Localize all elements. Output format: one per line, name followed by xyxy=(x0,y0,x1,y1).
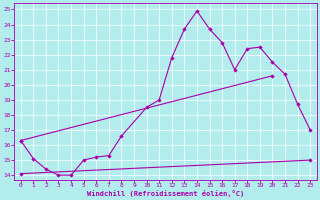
X-axis label: Windchill (Refroidissement éolien,°C): Windchill (Refroidissement éolien,°C) xyxy=(87,190,244,197)
